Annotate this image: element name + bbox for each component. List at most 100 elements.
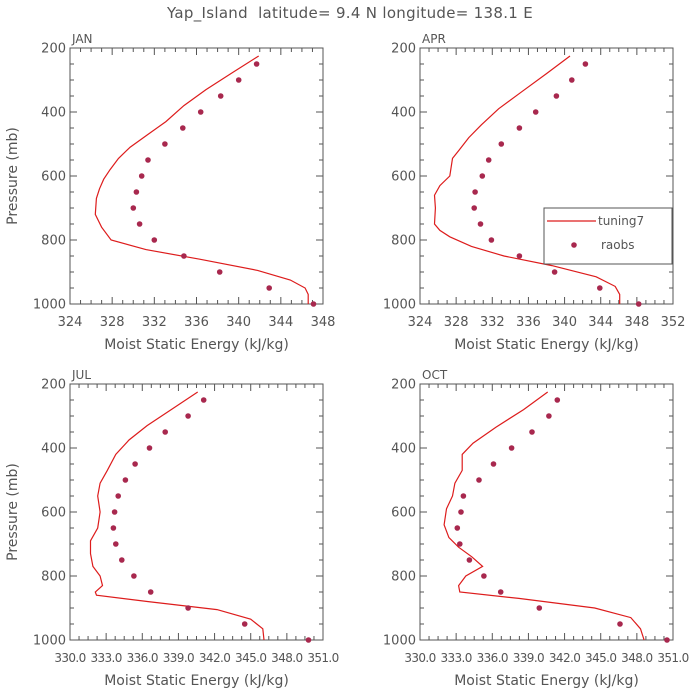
data-point-raobs bbox=[122, 477, 129, 483]
y-tick-label: 200 bbox=[391, 42, 416, 57]
data-point-raobs bbox=[115, 493, 121, 499]
x-tick-label: 344 bbox=[268, 315, 293, 330]
panel-title: OCT bbox=[422, 368, 448, 382]
x-tick-label: 340 bbox=[552, 315, 577, 330]
data-point-raobs bbox=[529, 429, 535, 435]
data-point-raobs bbox=[481, 573, 487, 579]
data-point-raobs bbox=[458, 509, 464, 515]
data-point-raobs bbox=[136, 221, 143, 227]
data-point-raobs bbox=[181, 253, 187, 259]
y-tick-label: 1000 bbox=[33, 298, 66, 313]
x-tick-label: 340 bbox=[226, 315, 251, 330]
y-tick-label: 200 bbox=[391, 378, 416, 393]
data-point-raobs bbox=[162, 141, 168, 147]
x-tick-label: 345.0 bbox=[585, 651, 616, 665]
x-tick-label: 328 bbox=[100, 315, 125, 330]
data-point-raobs bbox=[488, 237, 495, 243]
data-point-raobs bbox=[472, 189, 478, 195]
data-point-raobs bbox=[138, 173, 145, 179]
plot-frame bbox=[419, 47, 674, 305]
x-tick-label: 332 bbox=[142, 315, 167, 330]
panel-jul: JUL 200 400 600 800 1000 330.0 333.0 336.0 339.0 3… bbox=[5, 368, 339, 689]
data-point-raobs bbox=[582, 61, 589, 67]
data-point-raobs bbox=[131, 573, 137, 579]
data-point-raobs bbox=[553, 93, 560, 99]
data-point-raobs bbox=[132, 461, 138, 467]
x-tick-label: 344 bbox=[588, 315, 613, 330]
y-tick-label: 400 bbox=[391, 442, 416, 457]
x-tick-label: 324 bbox=[58, 315, 83, 330]
data-point-raobs bbox=[490, 461, 497, 467]
data-point-raobs bbox=[253, 61, 260, 67]
y-tick-label: 600 bbox=[391, 170, 416, 185]
legend-marker-swatch bbox=[571, 242, 577, 248]
plot-frame bbox=[69, 383, 324, 641]
y-axis-label: Pressure (mb) bbox=[5, 463, 21, 561]
y-tick-label: 400 bbox=[41, 442, 66, 457]
y-tick-label: 800 bbox=[41, 570, 66, 585]
x-tick-label: 339.0 bbox=[513, 651, 544, 665]
data-point-raobs bbox=[457, 541, 463, 547]
x-tick-label: 348 bbox=[624, 315, 649, 330]
panel-oct: OCT 200 400 600 800 1000 330.0 333.0 336.0 339.0 3… bbox=[383, 368, 689, 689]
data-point-raobs bbox=[497, 589, 504, 595]
x-tick-label: 324 bbox=[408, 315, 433, 330]
y-tick-label: 800 bbox=[391, 234, 416, 249]
data-point-raobs bbox=[498, 141, 505, 147]
data-point-raobs bbox=[180, 125, 186, 131]
x-tick-label: 336 bbox=[516, 315, 541, 330]
data-point-raobs bbox=[597, 285, 603, 291]
data-point-raobs bbox=[532, 109, 539, 115]
x-tick-label: 330.0 bbox=[54, 651, 85, 665]
data-point-raobs bbox=[216, 269, 223, 275]
data-point-raobs bbox=[516, 125, 523, 131]
data-point-raobs bbox=[147, 589, 154, 595]
data-point-raobs bbox=[471, 205, 478, 211]
data-point-raobs bbox=[485, 157, 492, 163]
x-axis-label: Moist Static Energy (kJ/kg) bbox=[454, 337, 639, 353]
y-tick-label: 1000 bbox=[33, 634, 66, 649]
data-point-raobs bbox=[266, 285, 273, 291]
data-point-raobs bbox=[476, 477, 482, 483]
data-point-raobs bbox=[635, 301, 642, 307]
data-point-raobs bbox=[200, 397, 207, 403]
data-point-raobs bbox=[130, 205, 137, 211]
y-tick-label: 400 bbox=[391, 106, 416, 121]
series-line-tuning7 bbox=[443, 391, 645, 641]
panel-title: JAN bbox=[71, 32, 93, 46]
panel-title: APR bbox=[422, 32, 446, 46]
y-tick-label: 800 bbox=[41, 234, 66, 249]
data-point-raobs bbox=[133, 189, 140, 195]
x-tick-label: 348.0 bbox=[271, 651, 302, 665]
y-tick-label: 400 bbox=[41, 106, 66, 121]
data-point-raobs bbox=[554, 397, 561, 403]
data-point-raobs bbox=[508, 445, 515, 451]
y-tick-label: 600 bbox=[391, 506, 416, 521]
legend-label-obs: raobs bbox=[601, 238, 635, 252]
data-point-raobs bbox=[111, 509, 118, 515]
data-point-raobs bbox=[479, 173, 486, 179]
data-point-raobs bbox=[664, 637, 670, 643]
x-tick-label: 342.0 bbox=[199, 651, 230, 665]
y-tick-label: 600 bbox=[41, 170, 66, 185]
y-tick-label: 1000 bbox=[383, 634, 416, 649]
data-point-raobs bbox=[241, 621, 248, 627]
x-tick-label: 351.0 bbox=[307, 651, 338, 665]
panel-title: JUL bbox=[71, 368, 91, 382]
series-line-tuning7 bbox=[433, 55, 621, 304]
data-point-raobs bbox=[466, 557, 473, 563]
data-point-raobs bbox=[151, 237, 158, 243]
data-point-raobs bbox=[460, 493, 467, 499]
x-tick-label: 342.0 bbox=[549, 651, 580, 665]
x-tick-label: 336.0 bbox=[477, 651, 508, 665]
x-tick-label: 345.0 bbox=[235, 651, 266, 665]
data-point-raobs bbox=[162, 429, 168, 435]
data-point-raobs bbox=[546, 413, 552, 419]
panel-apr: APR 200 400 600 800 1000 324 328 332 336 340 344 348… bbox=[383, 32, 686, 353]
x-tick-label: 328 bbox=[444, 315, 469, 330]
x-tick-label: 330.0 bbox=[404, 651, 435, 665]
data-point-raobs bbox=[217, 93, 224, 99]
x-axis-label: Moist Static Energy (kJ/kg) bbox=[104, 673, 289, 689]
data-point-raobs bbox=[477, 221, 484, 227]
